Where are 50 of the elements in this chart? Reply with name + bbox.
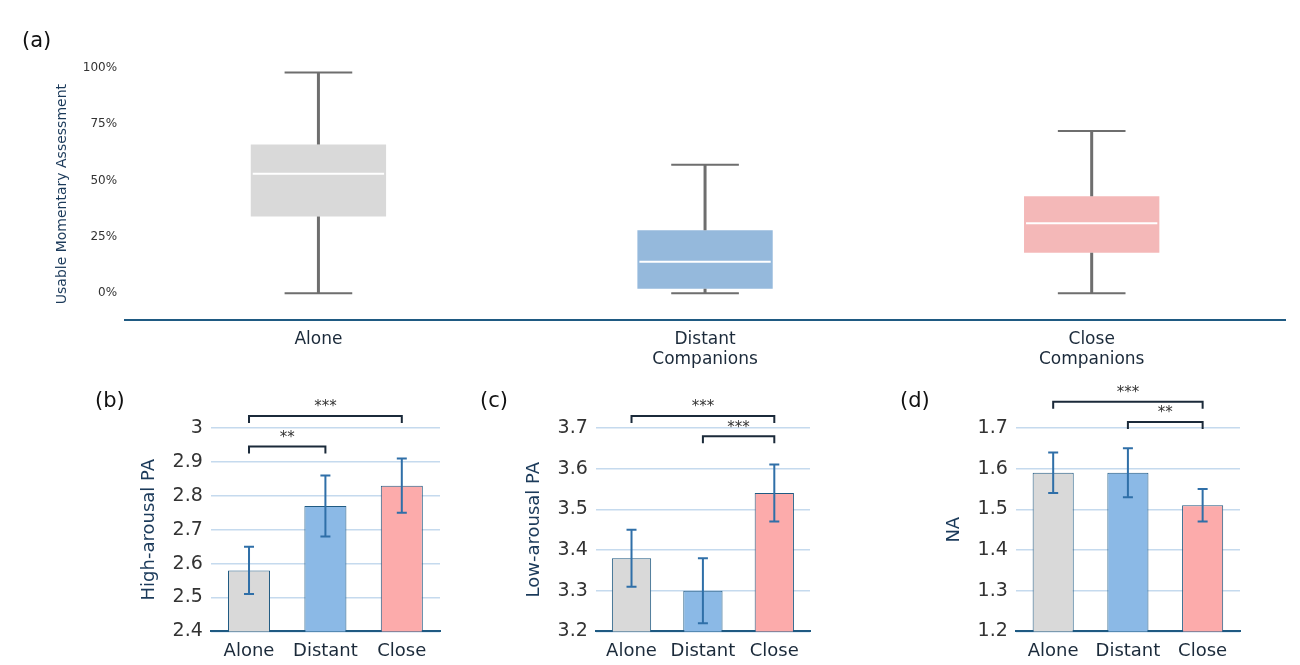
- y-tick-label: 3.6: [557, 455, 588, 478]
- y-axis-title: NA: [942, 516, 964, 543]
- y-tick-label: 2.6: [172, 550, 203, 573]
- y-tick-label: 1.6: [977, 455, 1008, 478]
- y-tick-label: 25%: [90, 229, 118, 244]
- x-tick-label: Distant: [293, 638, 358, 660]
- annotation: **: [279, 427, 296, 446]
- chart-title: (a): [22, 28, 52, 52]
- x-tick-label: Close Companions: [1038, 327, 1145, 369]
- y-tick-label: 3.2: [557, 618, 588, 641]
- y-tick-label: 50%: [90, 172, 118, 187]
- text: ***: [314, 397, 338, 416]
- y-tick-label: 3.5: [557, 496, 588, 519]
- y-tick-label: 1.2: [977, 618, 1008, 641]
- x-tick-label: Alone: [223, 638, 275, 660]
- y-tick-label: 2.7: [172, 516, 203, 539]
- y-tick-label: 2.5: [172, 584, 203, 607]
- y-tick-label: 1.7: [977, 414, 1008, 437]
- y-axis-title: Low-arousal PA: [522, 461, 544, 598]
- y-tick-label: 1.3: [977, 577, 1008, 600]
- y-axis-title: High-arousal PA: [137, 458, 159, 601]
- text: ***: [1116, 383, 1140, 402]
- x-tick-label: Distant: [670, 638, 736, 660]
- annotation: ***: [727, 417, 751, 436]
- y-axis-title: Usable Momentary Assessment: [53, 83, 70, 305]
- text: **: [1157, 403, 1174, 422]
- x-tick-label: Distant: [1095, 638, 1161, 660]
- x-tick-label: Close: [377, 638, 427, 660]
- chart-title: (b): [95, 388, 125, 412]
- y-tick-label: 1.5: [977, 496, 1008, 519]
- y-tick-label: 3.3: [557, 577, 588, 600]
- x-tick-label: Alone: [294, 327, 343, 348]
- y-tick-label: 3.4: [557, 536, 588, 559]
- x-tick-label: Distant Companions: [652, 327, 758, 369]
- text: ***: [691, 397, 715, 416]
- y-tick-label: 2.9: [172, 448, 203, 471]
- y-tick-label: 75%: [90, 116, 118, 131]
- y-tick-label: 100%: [82, 60, 118, 75]
- x-tick-label: Alone: [1027, 638, 1079, 660]
- chart-title: (d): [900, 388, 930, 412]
- x-tick-label: Close: [1178, 638, 1228, 660]
- y-tick-label: 3.7: [557, 414, 588, 437]
- y-tick-label: 0%: [98, 285, 118, 300]
- y-tick-label: 1.4: [977, 536, 1008, 559]
- chart-title: (c): [480, 388, 508, 412]
- x-tick-label: Alone: [606, 638, 657, 660]
- x-tick-label: Close: [749, 638, 799, 660]
- y-tick-label: 2.4: [172, 618, 203, 641]
- y-tick-label: 2.8: [172, 482, 203, 505]
- y-tick-label: 3: [190, 414, 203, 437]
